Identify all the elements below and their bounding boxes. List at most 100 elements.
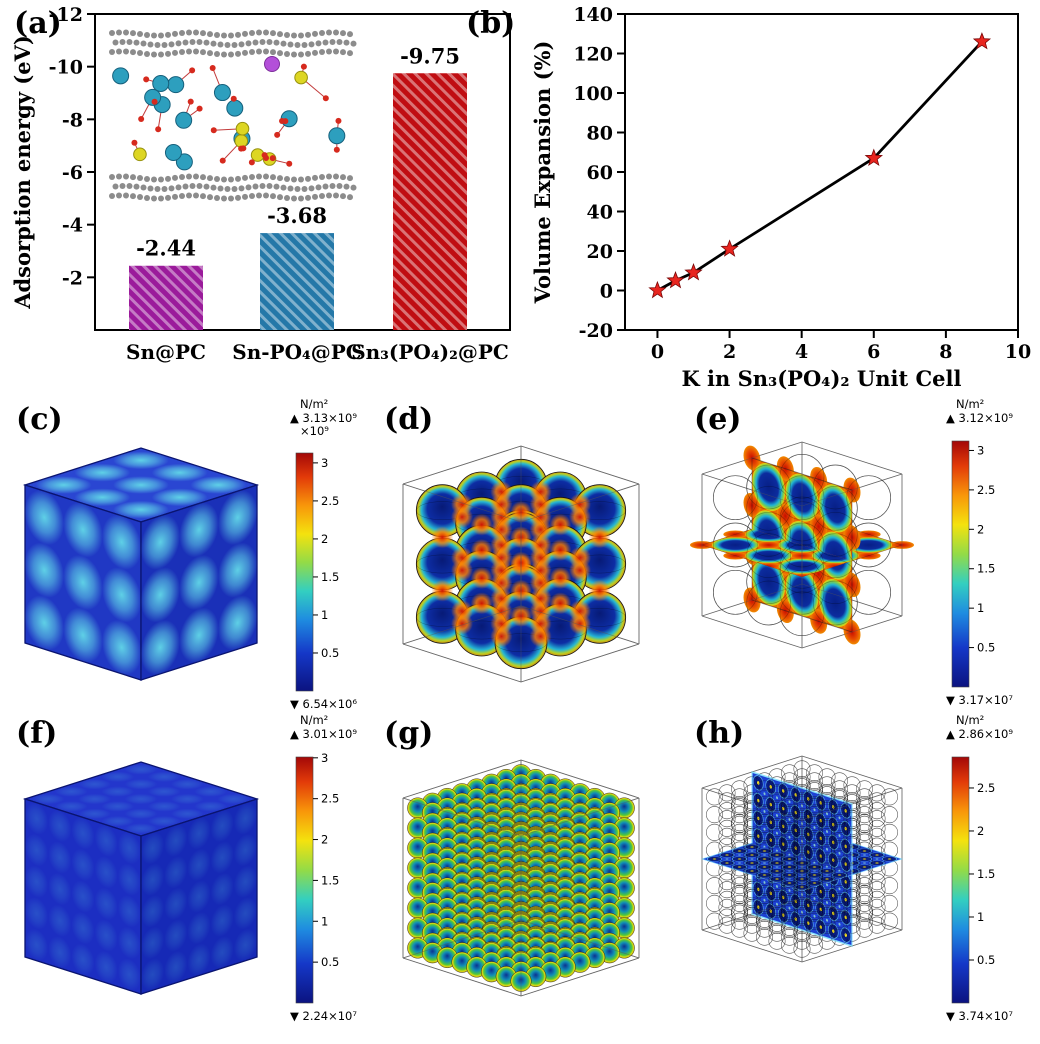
svg-text:2.5: 2.5 [977, 781, 995, 795]
svg-text:2.5: 2.5 [321, 792, 339, 806]
svg-text:-8: -8 [62, 109, 83, 131]
svg-text:1.5: 1.5 [321, 570, 339, 584]
svg-text:6: 6 [867, 341, 880, 363]
svg-text:0.5: 0.5 [321, 646, 339, 660]
svg-text:Sn-PO₄@PC: Sn-PO₄@PC [232, 340, 361, 364]
svg-text:3: 3 [321, 751, 328, 765]
svg-text:2: 2 [977, 522, 984, 536]
svg-text:▼ 3.74×10⁷: ▼ 3.74×10⁷ [946, 1009, 1013, 1023]
svg-text:4: 4 [795, 341, 808, 363]
star-marker [720, 239, 739, 257]
svg-text:▲ 3.13×10⁹: ▲ 3.13×10⁹ [290, 411, 357, 425]
sphere-array-render-g [402, 759, 640, 997]
svg-text:2.5: 2.5 [321, 494, 339, 508]
molecular-structure-inset [109, 29, 357, 202]
svg-text:20: 20 [587, 241, 613, 263]
panel-label-b: (b) [466, 6, 516, 41]
svg-text:Sn₃(PO₄)₂@PC: Sn₃(PO₄)₂@PC [351, 340, 509, 364]
svg-text:0.5: 0.5 [321, 955, 339, 969]
svg-text:60: 60 [587, 162, 613, 184]
star-marker [648, 280, 667, 299]
svg-text:▲ 3.01×10⁹: ▲ 3.01×10⁹ [290, 727, 357, 741]
svg-text:-20: -20 [579, 320, 613, 342]
colorbar-c: N/m²▲ 3.13×10⁹×10⁹ 3 2.5 2 1.5 1 0.5 ▼ 6.54×10⁶ [290, 397, 357, 711]
star-marker [864, 148, 883, 167]
svg-text:140: 140 [573, 4, 613, 26]
colorbar-e: N/m²▲ 3.12×10⁹ 3 2.5 2 1.5 1 0.5 ▼ 3.17×10⁷ [946, 397, 1013, 707]
data-line [656, 40, 983, 292]
svg-text:2: 2 [723, 341, 736, 363]
svg-text:-9.75: -9.75 [400, 43, 460, 68]
svg-text:1: 1 [321, 608, 328, 622]
line-chart-volume-expansion: 0 2 4 6 8 10 -20 0 20 40 60 80 100 120 140 K in Sn₃(PO₄… [530, 4, 1031, 391]
svg-text:▲ 3.12×10⁹: ▲ 3.12×10⁹ [946, 411, 1013, 425]
svg-text:N/m²: N/m² [300, 713, 328, 727]
svg-text:-4: -4 [62, 215, 83, 237]
svg-text:0: 0 [600, 281, 613, 303]
bar [129, 265, 203, 330]
stress-cube-render-f [22, 761, 260, 995]
bar [393, 73, 467, 330]
svg-text:▼ 6.54×10⁶: ▼ 6.54×10⁶ [290, 697, 357, 711]
svg-text:-2: -2 [62, 267, 83, 289]
svg-text:K in Sn₃(PO₄)₂ Unit Cell: K in Sn₃(PO₄)₂ Unit Cell [681, 366, 961, 391]
svg-text:▼ 2.24×10⁷: ▼ 2.24×10⁷ [290, 1009, 357, 1023]
svg-text:100: 100 [573, 83, 613, 105]
svg-text:1: 1 [321, 914, 328, 928]
svg-text:2: 2 [321, 833, 328, 847]
panel-label-h: (h) [694, 716, 745, 751]
svg-text:▼ 3.17×10⁷: ▼ 3.17×10⁷ [946, 693, 1013, 707]
svg-text:1.5: 1.5 [977, 867, 995, 881]
svg-text:1.5: 1.5 [977, 562, 995, 576]
svg-text:-6: -6 [62, 162, 83, 184]
star-marker [666, 270, 685, 289]
svg-text:-2.44: -2.44 [136, 236, 196, 261]
svg-text:0: 0 [651, 341, 664, 363]
bar-chart-adsorption-energy: -12 -10 -8 -6 -4 -2 -2.44 -3.68 -9.75 Sn@PC Sn-PO₄… [10, 4, 511, 364]
wireframe-spheres [706, 760, 898, 958]
svg-text:3: 3 [321, 456, 328, 470]
stress-cube-render-c [22, 447, 260, 681]
colorbar-gradient [295, 756, 314, 1004]
svg-text:2: 2 [321, 532, 328, 546]
star-marker [972, 32, 992, 50]
sphere-array-render-d [402, 445, 640, 683]
panel-label-g: (g) [384, 716, 434, 751]
svg-text:0.5: 0.5 [977, 953, 995, 967]
colorbar-f: N/m²▲ 3.01×10⁹ 3 2.5 2 1.5 1 0.5 ▼ 2.24×10⁷ [290, 713, 357, 1023]
svg-text:-3.68: -3.68 [267, 203, 327, 228]
svg-text:120: 120 [573, 44, 613, 66]
svg-text:0.5: 0.5 [977, 641, 995, 655]
svg-text:2.5: 2.5 [977, 483, 995, 497]
colorbar-gradient [295, 452, 314, 692]
panel-label-f: (f) [16, 716, 58, 751]
svg-text:80: 80 [587, 123, 613, 145]
panel-label-a: (a) [14, 6, 62, 41]
svg-text:-12: -12 [49, 4, 83, 26]
svg-text:N/m²: N/m² [300, 397, 328, 411]
svg-text:×10⁹: ×10⁹ [300, 424, 329, 438]
axes-frame [624, 13, 1019, 331]
svg-text:Adsorption energy (eV): Adsorption energy (eV) [10, 35, 35, 310]
svg-text:3: 3 [977, 443, 984, 457]
svg-text:N/m²: N/m² [956, 397, 984, 411]
svg-text:N/m²: N/m² [956, 713, 984, 727]
panel-label-d: (d) [384, 402, 434, 437]
svg-text:▲ 2.86×10⁹: ▲ 2.86×10⁹ [946, 727, 1013, 741]
svg-text:8: 8 [939, 341, 952, 363]
colorbar-h: N/m²▲ 2.86×10⁹ 2.5 2 1.5 1 0.5 ▼ 3.74×10⁷ [946, 713, 1013, 1023]
svg-text:40: 40 [587, 202, 613, 224]
star-marker [684, 263, 703, 281]
bar [260, 233, 334, 330]
colorbar-gradient [951, 440, 970, 688]
svg-text:Volume Expansion (%): Volume Expansion (%) [530, 41, 555, 305]
slice-render-h [684, 732, 938, 1028]
svg-text:-10: -10 [49, 57, 83, 79]
colorbar-gradient [951, 756, 970, 1004]
svg-text:1: 1 [977, 910, 984, 924]
panel-label-e: (e) [694, 402, 742, 437]
svg-text:1.5: 1.5 [321, 873, 339, 887]
slice-render-e [684, 441, 920, 649]
svg-text:10: 10 [1005, 341, 1031, 363]
